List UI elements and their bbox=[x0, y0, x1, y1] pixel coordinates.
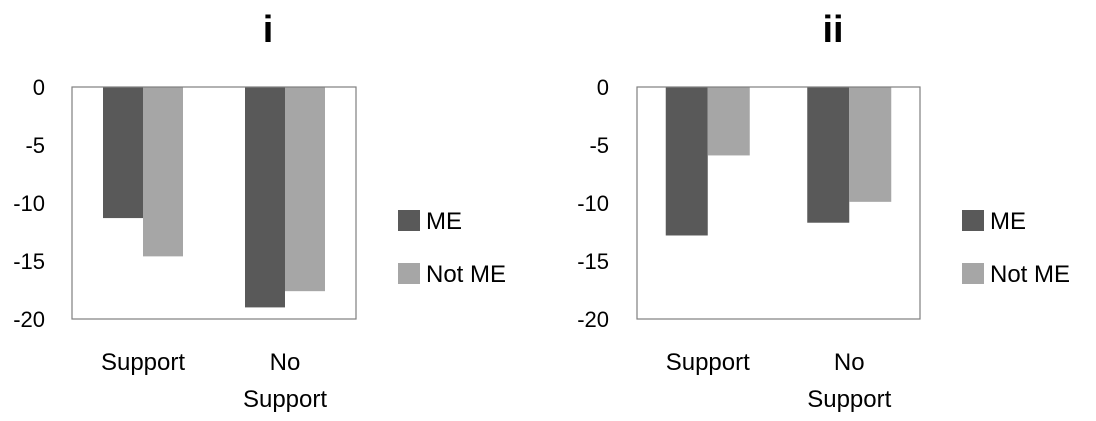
category-label: Support bbox=[807, 386, 891, 413]
bar-me-support bbox=[665, 87, 708, 236]
legend-label: Not ME bbox=[990, 261, 1070, 288]
category-label: No bbox=[270, 349, 301, 376]
chart-title: i bbox=[263, 9, 274, 51]
y-tick-label: 0 bbox=[597, 75, 609, 100]
category-label: Support bbox=[101, 349, 185, 376]
category-label: Support bbox=[243, 386, 327, 413]
legend-label: ME bbox=[990, 208, 1026, 235]
y-tick-label: 0 bbox=[33, 75, 45, 100]
bar-not-me-no-support bbox=[849, 87, 892, 202]
y-tick-label: -10 bbox=[13, 191, 45, 216]
y-tick-label: -5 bbox=[25, 133, 45, 158]
legend-swatch-not-me bbox=[398, 263, 420, 284]
chart-panel-2: ii Support No Support 0 -5 -10 -15 -20 ME Not ME bbox=[577, 9, 1070, 413]
y-tick-label: -20 bbox=[13, 307, 45, 332]
y-tick-label: -20 bbox=[577, 307, 609, 332]
y-tick-label: -5 bbox=[589, 133, 609, 158]
category-label: No bbox=[834, 349, 865, 376]
chart-panel-1: i Support No Support 0 -5 -10 -15 -20 ME Not ME bbox=[13, 9, 506, 413]
plot-area-border bbox=[71, 86, 357, 320]
bar-me-no-support bbox=[245, 87, 285, 308]
bar-not-me-support bbox=[143, 87, 183, 257]
y-tick-label: -15 bbox=[577, 249, 609, 274]
y-tick-label: -10 bbox=[577, 191, 609, 216]
bar-me-support bbox=[103, 87, 143, 219]
chart-title: ii bbox=[822, 9, 843, 51]
category-label: Support bbox=[666, 349, 750, 376]
plot-area-border bbox=[636, 86, 921, 320]
y-tick-label: -15 bbox=[13, 249, 45, 274]
legend-swatch-me bbox=[962, 210, 984, 231]
legend-swatch-not-me bbox=[962, 263, 984, 284]
bar-not-me-no-support bbox=[285, 87, 325, 292]
legend-label: Not ME bbox=[426, 261, 506, 288]
legend-swatch-me bbox=[398, 210, 420, 231]
bar-not-me-support bbox=[707, 87, 750, 156]
legend-label: ME bbox=[426, 208, 462, 235]
bar-me-no-support bbox=[807, 87, 850, 223]
